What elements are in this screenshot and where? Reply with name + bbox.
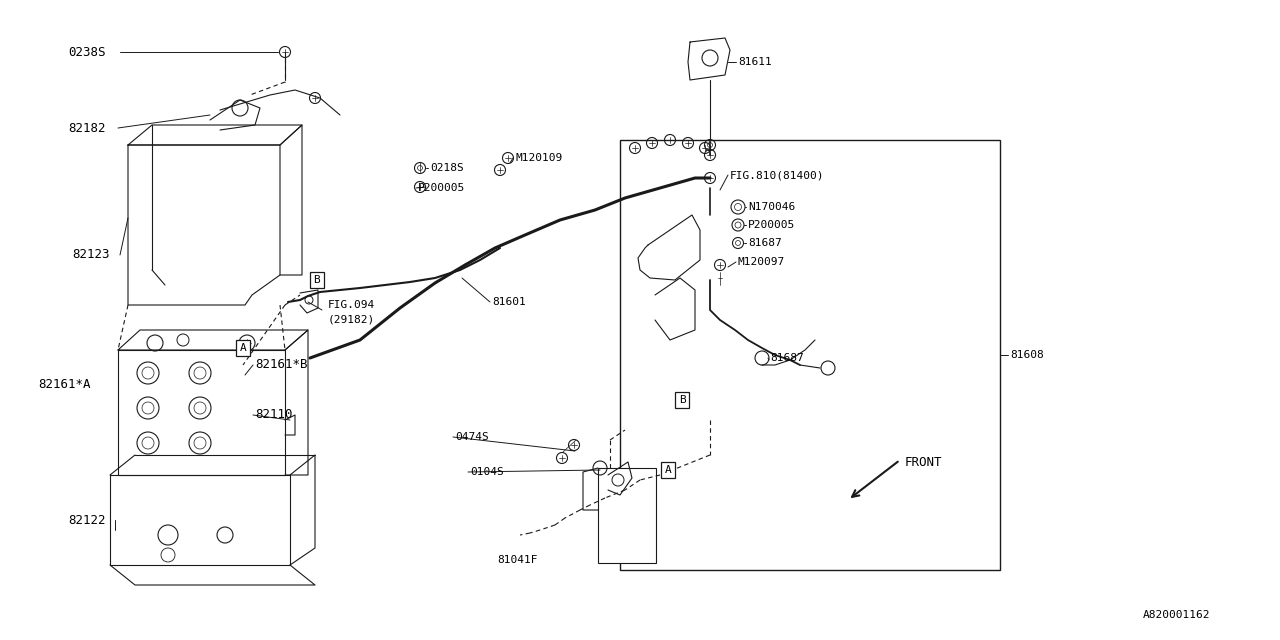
Text: 81041F: 81041F bbox=[498, 555, 539, 565]
Text: 0218S: 0218S bbox=[430, 163, 463, 173]
Text: B: B bbox=[314, 275, 320, 285]
Text: M120109: M120109 bbox=[515, 153, 562, 163]
Text: 81687: 81687 bbox=[748, 238, 782, 248]
Text: 81687: 81687 bbox=[771, 353, 804, 363]
Text: A: A bbox=[239, 343, 246, 353]
Text: A820001162: A820001162 bbox=[1143, 610, 1210, 620]
Text: M120097: M120097 bbox=[739, 257, 785, 267]
Text: A: A bbox=[664, 465, 672, 475]
Text: 82123: 82123 bbox=[72, 248, 110, 262]
Text: P200005: P200005 bbox=[419, 183, 465, 193]
Text: FIG.094: FIG.094 bbox=[328, 300, 375, 310]
Text: P200005: P200005 bbox=[748, 220, 795, 230]
Text: 82110: 82110 bbox=[255, 408, 293, 422]
Text: 81601: 81601 bbox=[492, 297, 526, 307]
Bar bbox=[598, 468, 657, 563]
Text: 82161*B: 82161*B bbox=[255, 358, 307, 371]
Text: FIG.810(81400): FIG.810(81400) bbox=[730, 170, 824, 180]
Text: 0238S: 0238S bbox=[68, 45, 105, 58]
Text: (29182): (29182) bbox=[328, 315, 375, 325]
Text: 0104S: 0104S bbox=[470, 467, 504, 477]
Text: FRONT: FRONT bbox=[905, 456, 942, 470]
Text: B: B bbox=[678, 395, 685, 405]
Text: N170046: N170046 bbox=[748, 202, 795, 212]
Text: 82122: 82122 bbox=[68, 513, 105, 527]
Text: 0474S: 0474S bbox=[454, 432, 489, 442]
Text: 81611: 81611 bbox=[739, 57, 772, 67]
Text: 81608: 81608 bbox=[1010, 350, 1043, 360]
Bar bbox=[620, 140, 1000, 570]
Text: 82161*A: 82161*A bbox=[38, 378, 91, 392]
Text: 82182: 82182 bbox=[68, 122, 105, 134]
